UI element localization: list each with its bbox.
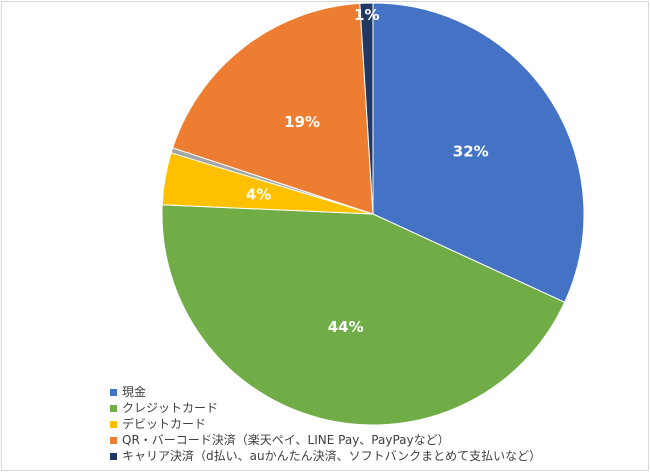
legend-label: キャリア決済（d払い、auかんたん決済、ソフトバンクまとめて支払いなど） [122,449,542,463]
legend-item-carrier-payment: キャリア決済（d払い、auかんたん決済、ソフトバンクまとめて支払いなど） [110,448,541,464]
slice-label: 1% [354,6,379,24]
legend-label: 現金 [122,385,147,399]
slice-label: 19% [284,113,320,131]
legend-item-qr-payment: QR・バーコード決済（楽天ペイ、LINE Pay、PayPayなど） [110,432,541,448]
legend-label: QR・バーコード決済（楽天ペイ、LINE Pay、PayPayなど） [122,433,450,447]
slice-label: 44% [328,318,364,336]
legend: 現金 クレジットカード デビットカード QR・バーコード決済（楽天ペイ、LINE… [110,384,541,464]
slice-label: 4% [246,185,271,203]
legend-label: デビットカード [122,417,207,431]
legend-item-debit-card: デビットカード [110,416,541,432]
pie-slice [161,204,566,426]
slice-label: 32% [453,142,489,160]
legend-swatch [110,404,117,412]
legend-swatch [110,420,117,428]
legend-swatch [110,452,117,460]
pie-slice [172,2,374,215]
legend-item-cash: 現金 [110,384,541,400]
pie-slice [372,2,585,303]
legend-swatch [110,388,117,396]
legend-swatch [110,436,117,444]
pie-slice [359,2,374,215]
legend-item-credit-card: クレジットカード [110,400,541,416]
legend-label: クレジットカード [122,401,219,415]
